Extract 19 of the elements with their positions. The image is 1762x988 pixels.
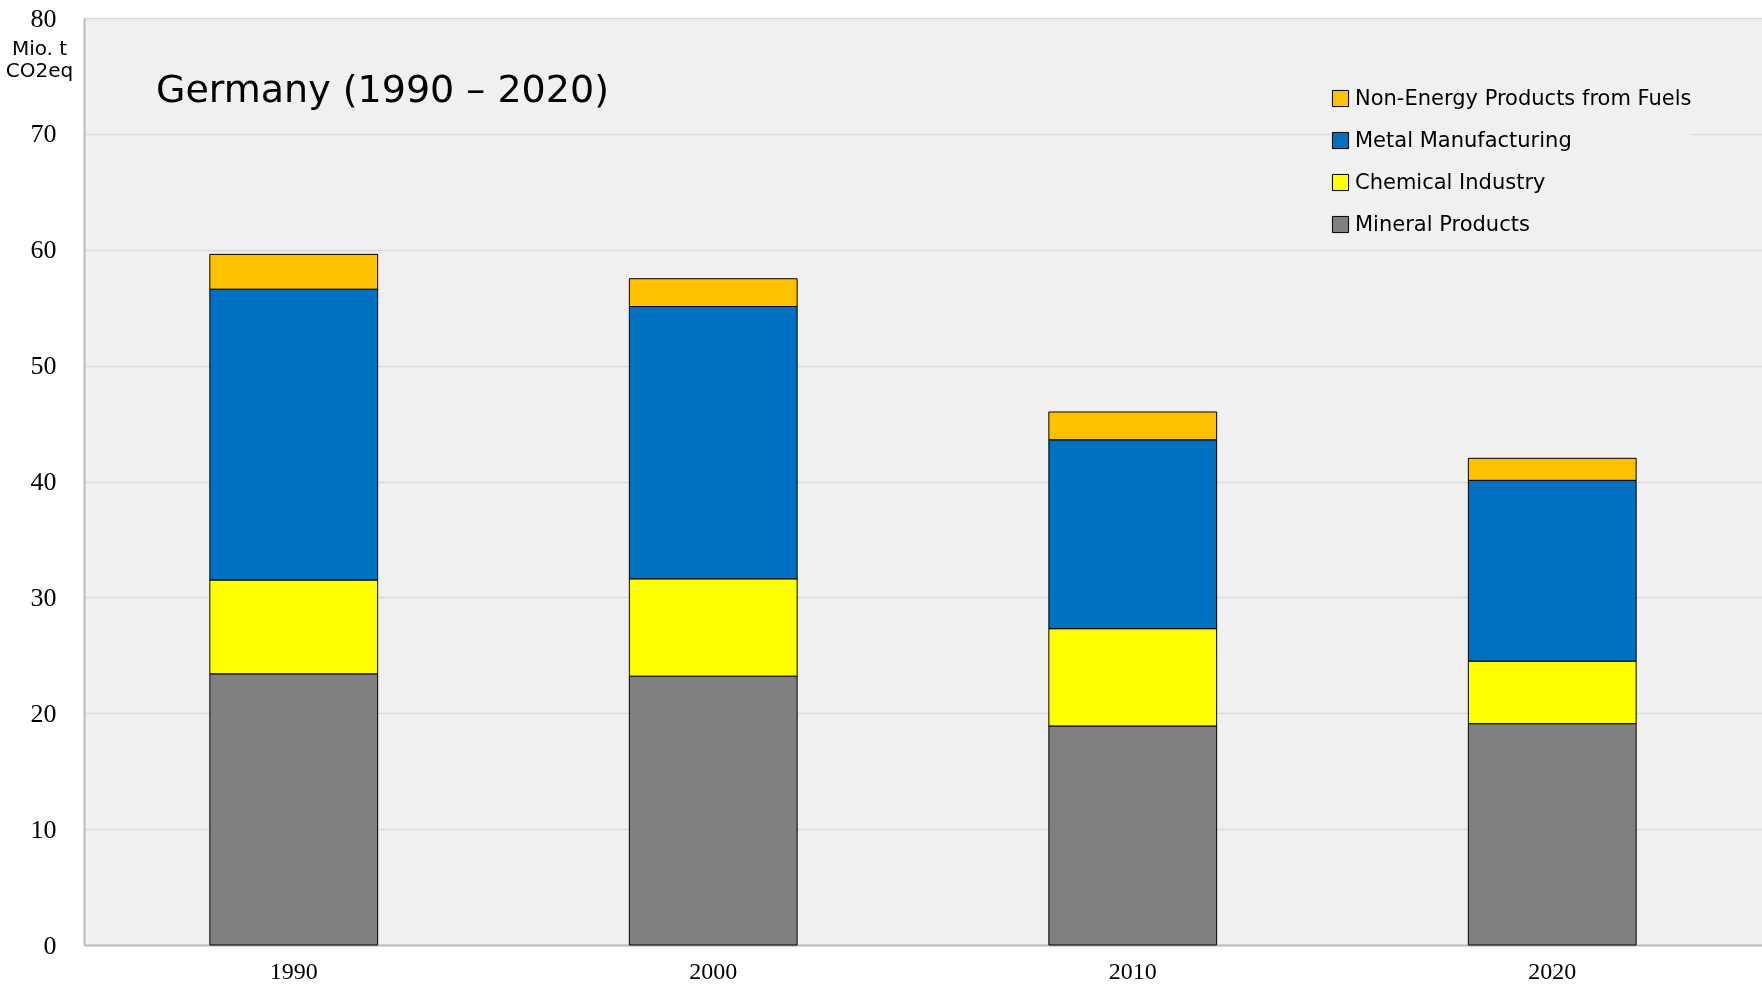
- y-tick-label: 50: [30, 351, 57, 381]
- y-tick-label: 70: [30, 119, 57, 149]
- legend-label: Non-Energy Products from Fuels: [1355, 85, 1692, 110]
- legend-label: Metal Manufacturing: [1355, 127, 1572, 152]
- text: Germany (1990 – 2020): [156, 67, 609, 111]
- y-tick-label: 80: [30, 3, 57, 33]
- y-tick-label: 30: [30, 582, 57, 612]
- y-tick-label: 20: [30, 698, 57, 728]
- x-tick-label: 2010: [1108, 957, 1157, 984]
- y-tick-label: 0: [43, 930, 57, 960]
- y-axis-title: Mio. t CO2eq: [5, 35, 74, 82]
- y-tick-label: 40: [30, 467, 57, 496]
- x-tick-label: 2000: [689, 957, 738, 984]
- x-tick-label: 1990: [269, 957, 318, 984]
- x-tick-label: 2020: [1528, 957, 1577, 984]
- legend-label: Mineral Products: [1355, 211, 1530, 236]
- legend-label: Chemical Industry: [1355, 169, 1546, 194]
- y-tick-label: 60: [30, 235, 57, 265]
- y-tick-label: 10: [30, 814, 57, 844]
